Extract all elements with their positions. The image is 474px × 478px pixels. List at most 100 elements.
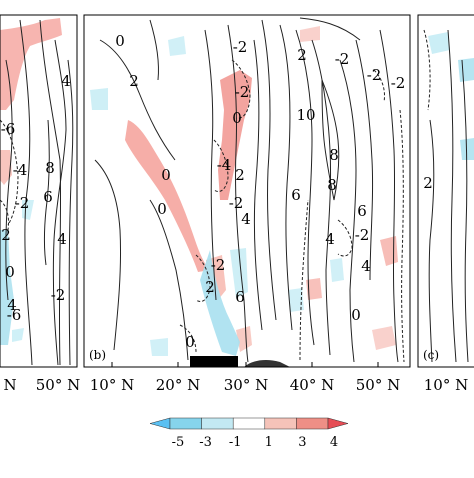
panel-b-positive-shade	[306, 278, 322, 300]
panel-b-negative-shade	[150, 338, 168, 356]
panel-b-contour	[299, 17, 361, 41]
x-tick-label: 10° N	[424, 376, 468, 394]
panel-a-contour	[67, 59, 74, 366]
panel-b-contour	[253, 39, 263, 331]
panel-a-contour-label: 0	[5, 263, 15, 281]
colorbar-segment	[264, 417, 297, 430]
colorbar-segment	[149, 417, 171, 430]
panel-b-contour-label: 0	[232, 109, 242, 127]
panel-c-label: (c)	[423, 348, 439, 362]
colorbar-tick-label: -1	[229, 435, 242, 450]
panel-b-contour-label: -2	[355, 226, 370, 244]
panel-a-contour-label: 6	[43, 188, 53, 206]
colorbar-segment	[169, 417, 202, 430]
panel-b-contour-label: -2	[211, 256, 226, 274]
panel-b-contour	[261, 19, 277, 321]
panel-b-contour-label: 0	[115, 32, 125, 50]
panel-a-contour	[52, 39, 67, 366]
panel-a-contour-label: 4	[7, 296, 17, 314]
panel-a-contour-label: 4	[57, 230, 67, 248]
panel-a-contour-label: 4	[61, 72, 71, 90]
panel-b-negative-shade	[200, 250, 240, 356]
panel-a-contour-label: -4	[13, 161, 28, 179]
panel-a-contour-label: -6	[1, 120, 16, 138]
panel-a-contour-label: -2	[51, 286, 66, 304]
panel-b-contour	[373, 69, 385, 103]
colorbar-tick-label: -3	[199, 435, 212, 450]
panel-b-contour-label: 4	[241, 210, 251, 228]
colorbar: -5 -3 -1 1 3 4	[149, 417, 349, 450]
colorbar-tick-label: 3	[298, 435, 306, 450]
panel-b-contour	[231, 59, 251, 119]
panel-b-contour-label: 0	[157, 200, 167, 218]
panel-c-contour	[423, 29, 431, 111]
panel-a-negative-shade	[12, 328, 24, 342]
colorbar-segment	[201, 417, 234, 430]
colorbar-segment	[327, 417, 349, 430]
panel-c-contour	[447, 29, 457, 363]
panel-b-positive-shade	[372, 326, 396, 350]
x-tick-label: 10° N	[90, 376, 134, 394]
x-tick-label: 50° N	[356, 376, 400, 394]
panel-c-contour	[428, 119, 435, 363]
panel-b-contour-label: -2	[233, 38, 248, 56]
panel-b-contour	[213, 139, 229, 192]
panel-b-contour-label: 0	[161, 166, 171, 184]
x-tick-label: N	[3, 376, 16, 394]
panel-b-contour	[339, 59, 357, 363]
panel-a-contour-label: -2	[15, 194, 30, 212]
panel-b-terrain-bump	[244, 359, 290, 367]
panel-b-contour-label: 4	[361, 257, 371, 275]
panel-b-contour-label: 2	[235, 166, 245, 184]
panel-b-negative-shade	[230, 248, 248, 298]
colorbar-tick-label: 1	[265, 435, 273, 450]
panel-b-contour	[379, 29, 399, 363]
panel-b-terrain-bar	[190, 356, 238, 367]
panel-a-contour	[5, 59, 13, 301]
panel-a-frame	[0, 14, 78, 368]
panel-b-contour-label: -2	[235, 83, 250, 101]
panel-b-contour	[321, 79, 340, 201]
panel-b-contour	[149, 19, 159, 81]
panel-b-contour-label: -2	[335, 50, 350, 68]
x-tick-label: 50° N	[36, 376, 80, 394]
panel-b-positive-shade	[218, 70, 252, 200]
panel-b-negative-shade	[168, 36, 186, 56]
panel-b-contour-label: 4	[325, 230, 335, 248]
panel-b-contour-label: 0	[185, 333, 195, 351]
panel-b-contour	[195, 254, 211, 302]
panel-b-contour	[99, 39, 176, 161]
panel-b-contour	[149, 199, 189, 361]
x-tick-label: 30° N	[224, 376, 268, 394]
panel-b-contour	[355, 39, 374, 281]
panel-a-contour	[0, 199, 9, 231]
panel-b-frame	[83, 14, 411, 368]
panel-b-contour-label: -2	[367, 66, 382, 84]
panel-b-contour	[311, 39, 332, 356]
panel-b-contour-label: 0	[351, 306, 361, 324]
x-tick-label: 20° N	[156, 376, 200, 394]
panel-b-contour	[295, 29, 315, 346]
panel-b-negative-shade	[90, 88, 108, 110]
panel-b-contour-label: 8	[327, 176, 337, 194]
panel-b-contour-label: -2	[229, 194, 244, 212]
panel-a-contour	[39, 19, 62, 366]
panel-a-positive-shade	[0, 18, 62, 110]
panel-b-contour	[204, 29, 217, 301]
colorbar-segment	[296, 417, 329, 430]
panel-c-negative-shade	[458, 58, 474, 82]
colorbar-tick-label: 4	[330, 435, 338, 450]
x-tick-label: 40° N	[290, 376, 334, 394]
panel-a-contour-label: 8	[45, 159, 55, 177]
colorbar-tick-label: -5	[172, 435, 185, 450]
panel-c-negative-shade	[460, 138, 474, 160]
panel-a-contour-label: 2	[1, 226, 11, 244]
panel-b-contour	[399, 109, 405, 363]
panel-b-contour-label: 2	[205, 278, 215, 296]
